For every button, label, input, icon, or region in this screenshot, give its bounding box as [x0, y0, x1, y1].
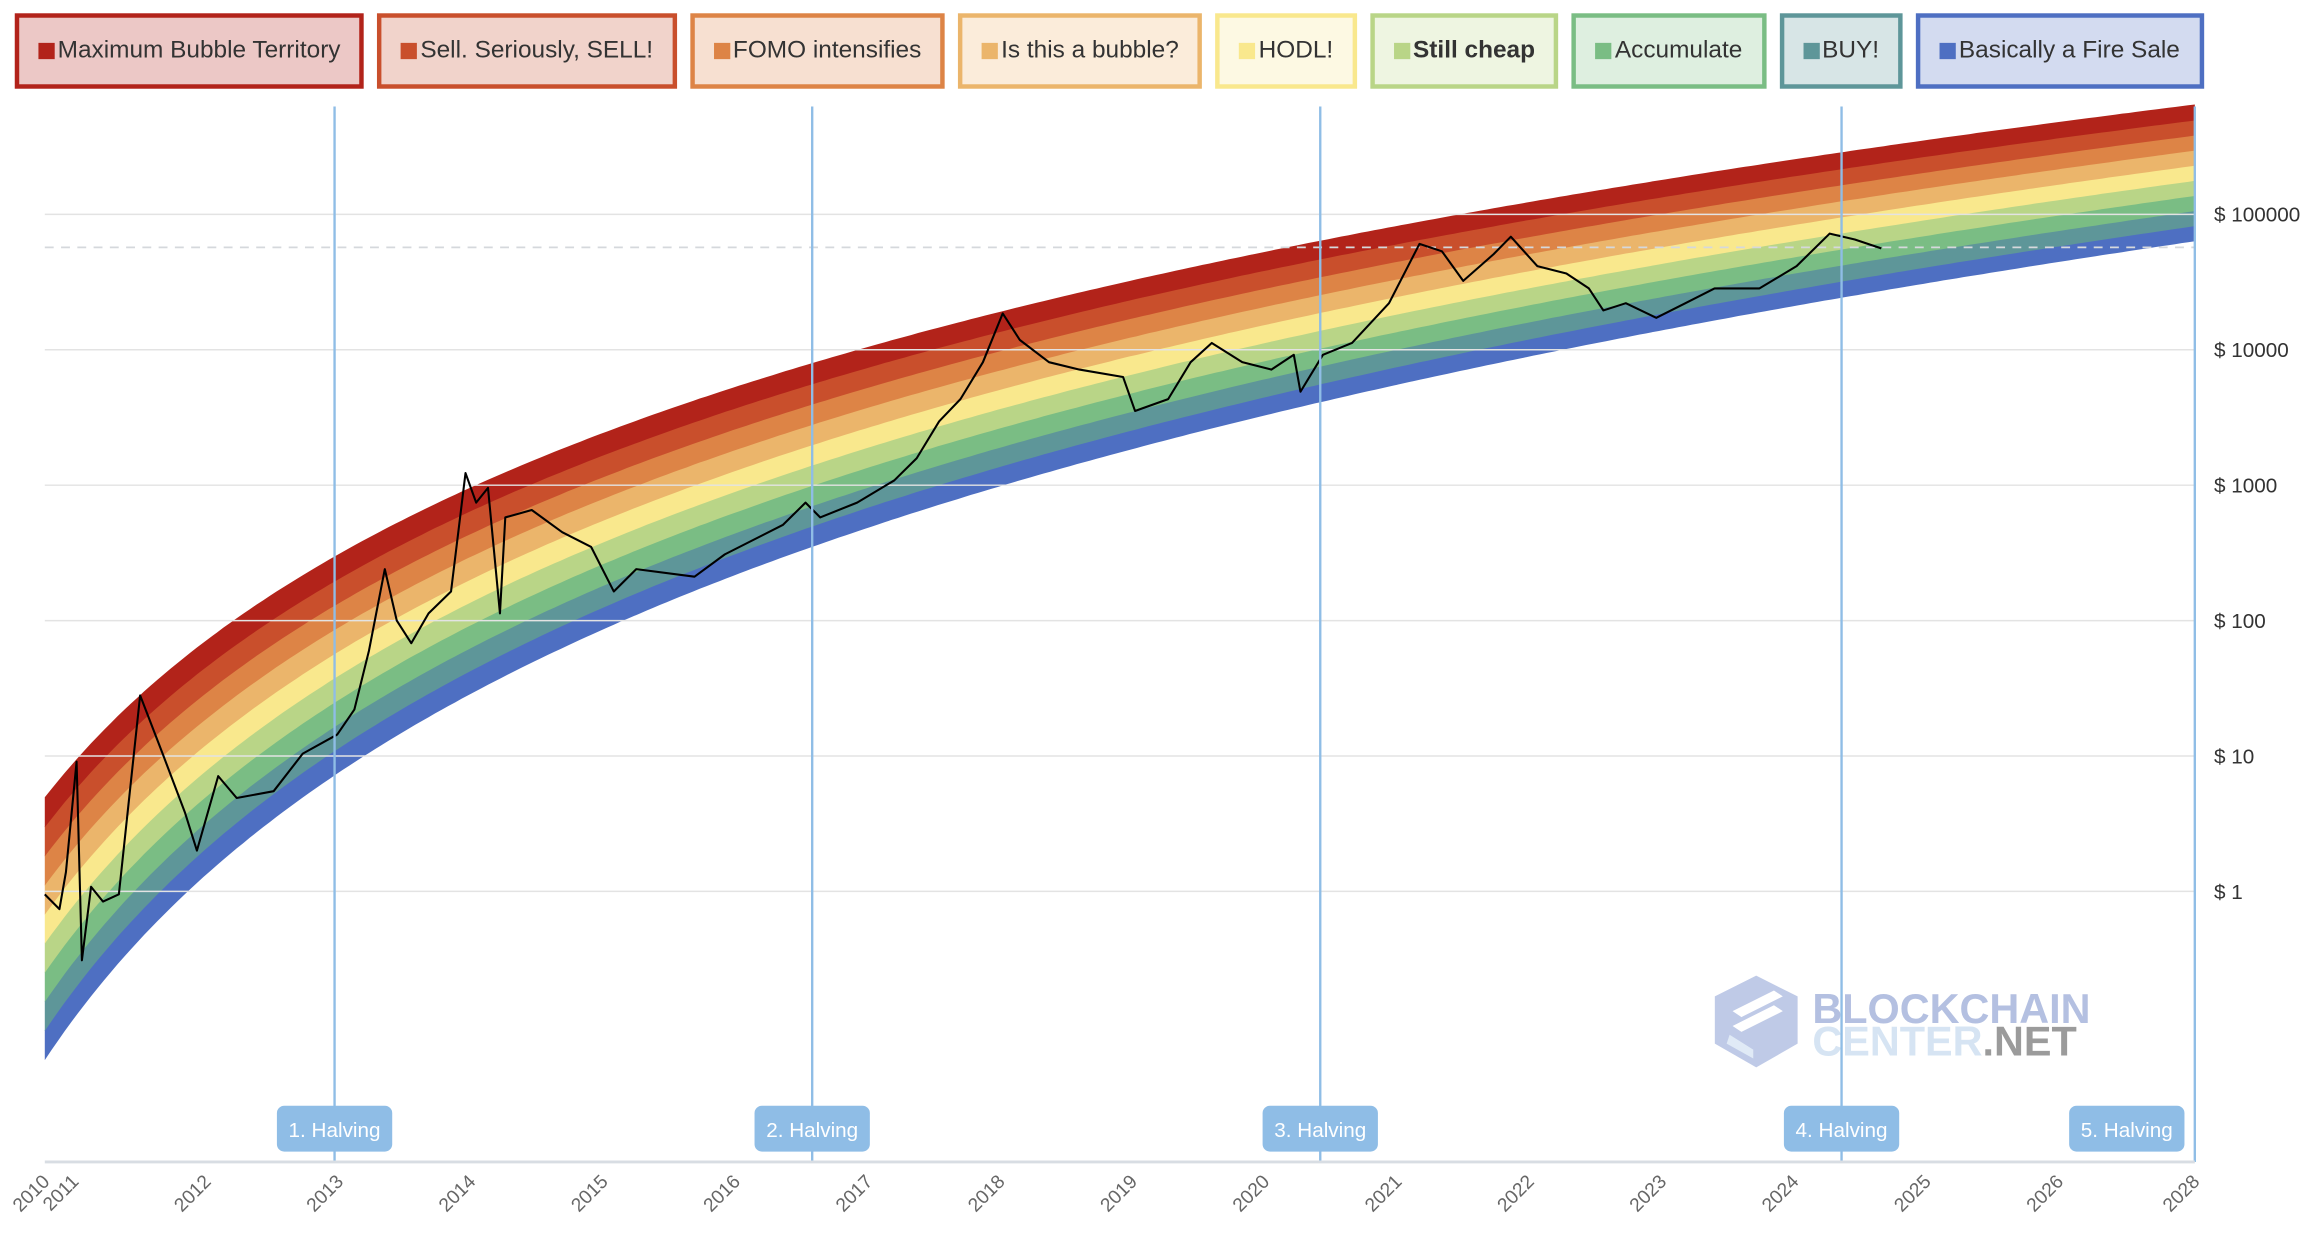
legend-swatch-icon	[1939, 42, 1956, 60]
legend-item[interactable]: Accumulate	[1571, 13, 1766, 89]
x-tick-label: 2016	[700, 1171, 745, 1216]
x-tick-label: 2018	[964, 1171, 1009, 1216]
legend-label: HODL!	[1258, 36, 1334, 64]
x-tick-label: 2025	[1891, 1171, 1936, 1216]
logo-text-line2a: CENTER	[1812, 1019, 1982, 1065]
y-tick-label: $ 10000	[2214, 339, 2289, 362]
halving-label-box	[1262, 1105, 1378, 1152]
y-tick-label: $ 1	[2214, 881, 2243, 904]
y-tick-label: $ 100	[2214, 610, 2266, 633]
legend-item[interactable]: Still cheap	[1370, 13, 1559, 89]
x-tick-label: 2023	[1626, 1171, 1671, 1216]
x-tick-label: 2017	[832, 1171, 877, 1216]
legend-item[interactable]: Is this a bubble?	[958, 13, 1203, 89]
legend-label: Accumulate	[1614, 36, 1743, 64]
legend-swatch-icon	[981, 42, 999, 60]
y-tick-label: $ 100000	[2214, 204, 2300, 227]
halving-label: 5. Halving	[2081, 1119, 2173, 1142]
legend-item[interactable]: BUY!	[1779, 13, 1903, 89]
x-tick-label: 2024	[1758, 1171, 1803, 1216]
legend-swatch-icon	[1239, 42, 1256, 60]
legend-item[interactable]: Sell. Seriously, SELL!	[377, 13, 677, 89]
svg-text:CENTER.NET: CENTER.NET	[1812, 1019, 2076, 1065]
x-tick-label: 2021	[1361, 1171, 1406, 1216]
legend: Maximum Bubble Territory Sell. Seriously,…	[14, 13, 2204, 89]
legend-item[interactable]: FOMO intensifies	[690, 13, 945, 89]
legend-label: Sell. Seriously, SELL!	[420, 36, 654, 64]
halving-label: 1. Halving	[289, 1119, 381, 1142]
legend-label: BUY!	[1822, 36, 1880, 64]
x-tick-label: 2020	[1229, 1171, 1274, 1216]
halving-label: 2. Halving	[766, 1119, 858, 1142]
btc-price-line	[44, 232, 1882, 962]
logo-text-line2b: .NET	[1983, 1019, 2077, 1065]
legend-swatch-icon	[401, 42, 418, 60]
legend-swatch-icon	[1802, 42, 1820, 60]
logo-text-line1: BLOCKCHAIN	[1812, 986, 2090, 1032]
legend-label: Still cheap	[1413, 36, 1536, 64]
x-tick-label: 2026	[2023, 1171, 2068, 1216]
halving-label-box	[754, 1105, 870, 1152]
legend-label: FOMO intensifies	[732, 36, 922, 64]
legend-item[interactable]: HODL!	[1215, 13, 1357, 89]
legend-label: Basically a Fire Sale	[1958, 36, 2180, 64]
x-tick-label: 2014	[435, 1171, 480, 1216]
blockchaincenter-logo: BLOCKCHAIN CENTER.NET	[1714, 975, 2091, 1068]
y-tick-label: $ 1000	[2214, 475, 2277, 498]
halving-label-box	[1783, 1105, 1900, 1152]
y-tick-label: $ 10	[2214, 745, 2254, 768]
x-tick-label: 2015	[568, 1171, 613, 1216]
x-tick-label: 2013	[303, 1171, 348, 1216]
legend-label: Maximum Bubble Territory	[57, 36, 341, 64]
halving-label-box	[2069, 1105, 2185, 1152]
x-tick-label: 2019	[1097, 1171, 1142, 1216]
legend-swatch-icon	[713, 42, 730, 60]
x-tick-label: 2022	[1494, 1171, 1539, 1216]
legend-item[interactable]: Basically a Fire Sale	[1916, 13, 2204, 89]
legend-label: Is this a bubble?	[1001, 36, 1179, 64]
legend-item[interactable]: Maximum Bubble Territory	[14, 13, 365, 89]
halving-label: 4. Halving	[1796, 1119, 1888, 1142]
x-tick-label: 2028	[2159, 1171, 2204, 1216]
x-tick-label: 2012	[171, 1171, 216, 1216]
legend-swatch-icon	[1595, 42, 1612, 60]
legend-swatch-icon	[38, 42, 55, 60]
cube-logo-icon	[1714, 975, 1798, 1068]
halving-label-box	[276, 1105, 393, 1152]
legend-swatch-icon	[1393, 42, 1411, 60]
halving-label: 3. Halving	[1274, 1119, 1366, 1142]
